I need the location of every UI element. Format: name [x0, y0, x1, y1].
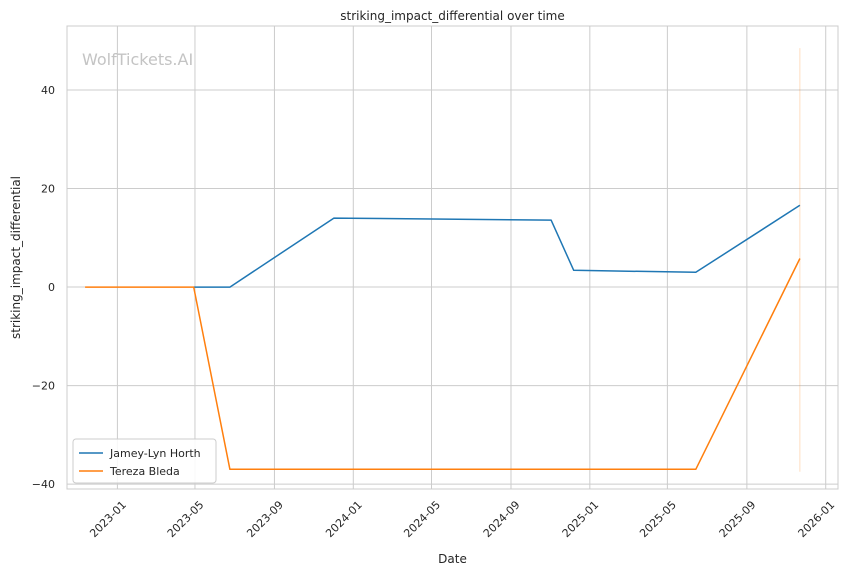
x-tick-label: 2023-09 [244, 498, 286, 540]
legend-label: Jamey-Lyn Horth [109, 447, 201, 460]
x-tick-label: 2023-01 [87, 498, 129, 540]
y-axis-label: striking_impact_differential [9, 176, 23, 339]
y-tick-label: 0 [48, 281, 55, 294]
y-tick-label: −40 [32, 478, 55, 491]
x-tick-label: 2024-09 [481, 498, 523, 540]
x-tick-labels: 2023-01 2023-05 2023-09 2024-01 2024-05 2024-… [87, 498, 837, 540]
y-tick-labels: −40 −20 0 20 40 [32, 84, 55, 491]
x-tick-label: 2025-09 [717, 498, 759, 540]
legend-box [72, 438, 217, 484]
x-tick-label: 2023-05 [165, 498, 207, 540]
y-tick-label: 20 [41, 183, 55, 196]
x-tick-label: 2026-01 [796, 498, 838, 540]
plot-frame [66, 25, 839, 490]
legend-label: Tereza Bleda [109, 465, 180, 478]
watermark-text: WolfTickets.AI [82, 50, 193, 69]
y-tick-label: −20 [32, 380, 55, 393]
x-tick-label: 2024-05 [401, 498, 443, 540]
chart-title: striking_impact_differential over time [340, 9, 565, 23]
plot-background [66, 25, 839, 490]
x-gridlines [116, 26, 827, 489]
legend: Jamey-Lyn Horth Tereza Bleda [72, 438, 217, 484]
series-line [193, 204, 801, 288]
x-tick-label: 2025-05 [637, 498, 679, 540]
series-layer [85, 204, 801, 471]
series-line [85, 258, 801, 471]
x-axis-label: Date [438, 552, 467, 566]
x-tick-label: 2024-01 [323, 498, 365, 540]
y-tick-label: 40 [41, 84, 55, 97]
x-tick-label: 2025-01 [560, 498, 602, 540]
